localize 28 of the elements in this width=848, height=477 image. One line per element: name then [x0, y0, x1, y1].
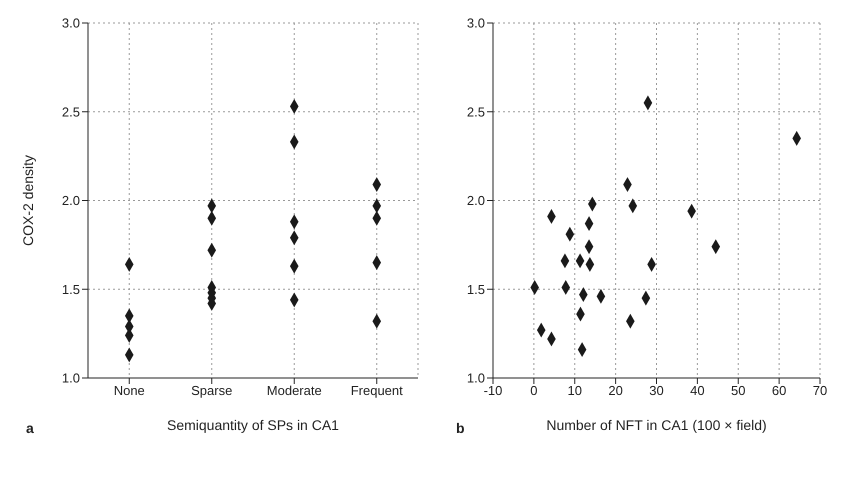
x-tick-label: Frequent	[350, 383, 404, 398]
y-tick-label: 1.0	[62, 370, 80, 386]
y-tick-label: 2.0	[62, 193, 80, 208]
x-tick-label: 50	[731, 383, 746, 398]
x-tick-label: 40	[690, 383, 705, 398]
x-tick-label: Moderate	[266, 383, 322, 398]
x-tick-label: 60	[772, 383, 786, 398]
y-tick-label: 2.5	[466, 104, 485, 120]
x-tick-label: None	[114, 383, 145, 398]
x-tick-label: 0	[530, 383, 538, 398]
y-axis-title: COX-2 density	[20, 154, 36, 246]
y-tick-label: 2.0	[466, 193, 485, 208]
x-tick-label: 30	[649, 383, 664, 398]
y-tick-label: 3.0	[62, 16, 80, 31]
x-tick-label: 20	[608, 383, 623, 398]
text: a	[26, 420, 34, 436]
x-axis-title: Number of NFT in CA1 (100 × field)	[546, 417, 767, 433]
y-tick-label: 2.5	[62, 104, 80, 120]
text: b	[456, 420, 465, 436]
x-tick-label: Sparse	[191, 383, 232, 398]
x-tick-label: -10	[484, 383, 502, 398]
x-tick-label: 10	[568, 383, 582, 398]
y-tick-label: 1.5	[62, 282, 80, 297]
y-tick-label: 1.5	[466, 282, 485, 297]
x-tick-label: 70	[812, 383, 828, 398]
y-tick-label: 3.0	[466, 16, 485, 31]
x-axis-title: Semiquantity of SPs in CA1	[167, 417, 340, 433]
y-tick-label: 1.0	[466, 370, 485, 386]
